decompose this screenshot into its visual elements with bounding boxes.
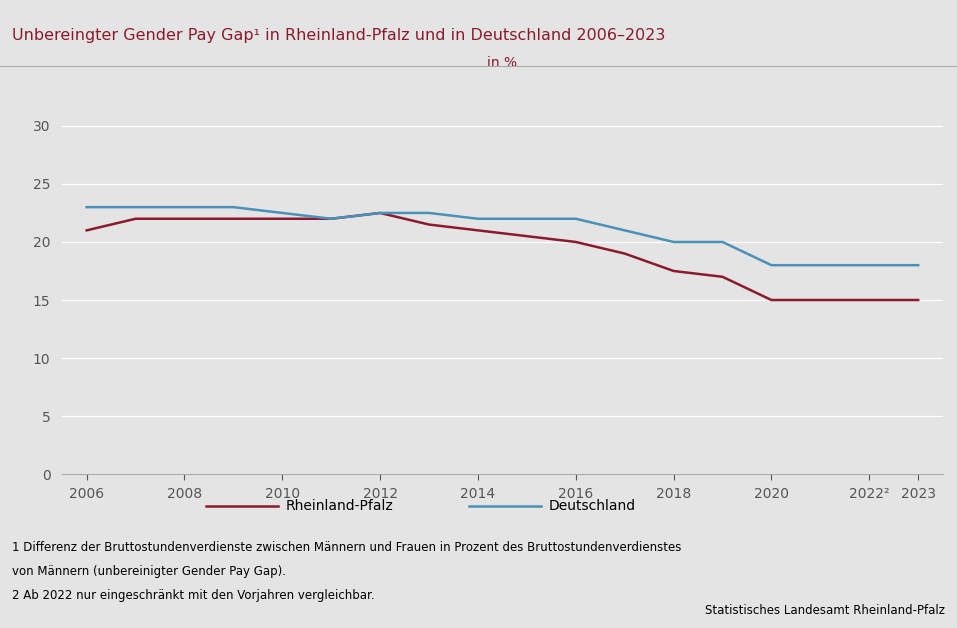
Text: Rheinland-Pfalz: Rheinland-Pfalz [285,499,393,512]
Text: Unbereingter Gender Pay Gap¹ in Rheinland-Pfalz und in Deutschland 2006–2023: Unbereingter Gender Pay Gap¹ in Rheinlan… [12,28,666,43]
Text: von Männern (unbereinigter Gender Pay Gap).: von Männern (unbereinigter Gender Pay Ga… [12,565,286,578]
Text: Statistisches Landesamt Rheinland-Pfalz: Statistisches Landesamt Rheinland-Pfalz [704,604,945,617]
Text: 1 Differenz der Bruttostundenverdienste zwischen Männern und Frauen in Prozent d: 1 Differenz der Bruttostundenverdienste … [12,541,681,555]
Text: in %: in % [487,56,518,70]
Text: Deutschland: Deutschland [548,499,635,512]
Text: 2 Ab 2022 nur eingeschränkt mit den Vorjahren vergleichbar.: 2 Ab 2022 nur eingeschränkt mit den Vorj… [12,589,375,602]
